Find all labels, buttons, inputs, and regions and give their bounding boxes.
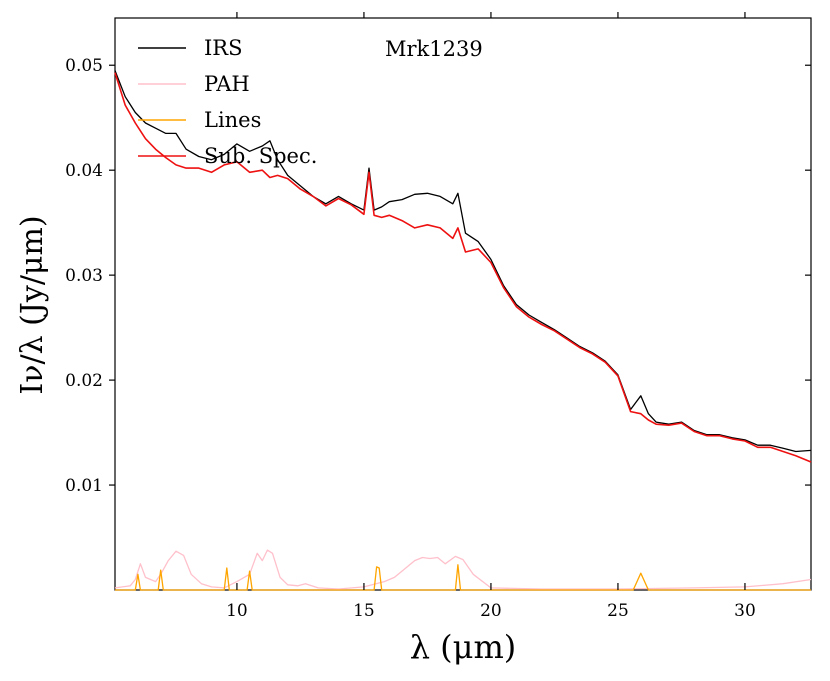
- y-tick-label: 0.01: [65, 476, 103, 496]
- y-axis-label: Iν/λ (Jy/μm): [15, 215, 50, 394]
- x-tick-label: 30: [734, 601, 756, 621]
- x-axis-label: λ (μm): [410, 628, 517, 666]
- ticks-layer: 10 15 20 25 30 0.01 0.02 0.03 0.04 0.05: [65, 12, 811, 621]
- legend-label: IRS: [204, 36, 243, 60]
- legend: IRS PAH Lines Sub. Spec.: [138, 36, 317, 168]
- series-line-sub-spec: [114, 72, 812, 463]
- series-line-pah: [114, 549, 812, 590]
- y-tick-label: 0.04: [65, 161, 103, 181]
- legend-label: Lines: [204, 108, 261, 132]
- series-line-irs: [114, 70, 812, 453]
- y-tick-label: 0.02: [65, 371, 103, 391]
- legend-label: PAH: [204, 72, 250, 96]
- x-tick-label: 20: [480, 601, 502, 621]
- chart-title: Mrk1239: [385, 37, 483, 61]
- x-tick-label: 10: [226, 601, 248, 621]
- series-layer: [114, 70, 812, 591]
- y-tick-label: 0.05: [65, 56, 103, 76]
- y-tick-label: 0.03: [65, 266, 103, 286]
- x-tick-label: 25: [607, 601, 629, 621]
- plot-frame: [114, 17, 812, 591]
- x-tick-label: 15: [353, 601, 375, 621]
- series-line-lines: [115, 564, 811, 591]
- legend-label: Sub. Spec.: [204, 144, 317, 168]
